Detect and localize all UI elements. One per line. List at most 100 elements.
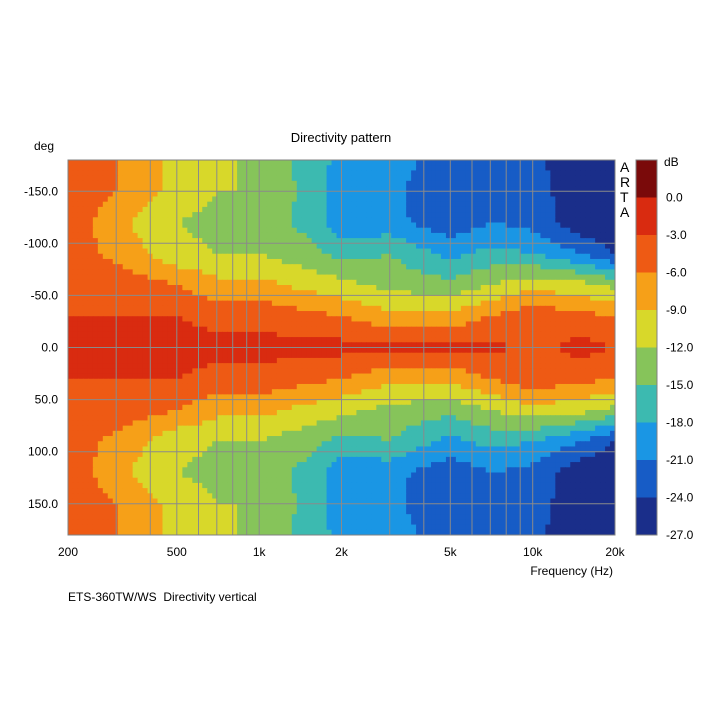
heatmap-cell [381, 342, 387, 349]
heatmap-cell [605, 342, 611, 349]
heatmap-cell [555, 243, 561, 250]
heatmap-cell [202, 290, 208, 297]
heatmap-cell [117, 337, 124, 343]
heatmap-cell [142, 331, 149, 338]
heatmap-cell [227, 212, 233, 218]
heatmap-cell [197, 191, 203, 198]
heatmap-cell [177, 160, 183, 166]
heatmap-cell [276, 363, 283, 369]
heatmap-cell [97, 352, 104, 359]
heatmap-cell [416, 243, 422, 250]
heatmap-cell [172, 243, 178, 250]
heatmap-cell [68, 285, 74, 291]
heatmap-cell [540, 206, 546, 213]
heatmap-cell [112, 316, 119, 323]
heatmap-cell [326, 290, 333, 297]
heatmap-cell [505, 243, 512, 250]
heatmap-cell [152, 383, 159, 390]
heatmap-cell [550, 337, 556, 343]
heatmap-cell [351, 347, 358, 354]
heatmap-cell [286, 285, 293, 291]
heatmap-cell [465, 269, 472, 276]
heatmap-cell [565, 170, 571, 177]
heatmap-cell [341, 248, 348, 255]
heatmap-cell [510, 373, 517, 380]
heatmap-cell [251, 175, 258, 182]
heatmap-cell [107, 206, 114, 213]
heatmap-cell [480, 389, 487, 395]
heatmap-cell [266, 279, 273, 286]
heatmap-cell [261, 337, 268, 343]
heatmap-cell [162, 337, 169, 343]
heatmap-cell [600, 321, 606, 328]
heatmap-cell [590, 342, 596, 349]
heatmap-cell [152, 196, 159, 203]
heatmap-cell [227, 378, 233, 385]
heatmap-cell [555, 331, 561, 338]
heatmap-cell [127, 206, 134, 213]
heatmap-cell [197, 331, 203, 338]
heatmap-cell [237, 300, 243, 307]
heatmap-cell [376, 160, 382, 166]
heatmap-cell [77, 238, 84, 244]
heatmap-cell [411, 357, 417, 364]
heatmap-cell [271, 363, 278, 369]
heatmap-cell [97, 295, 104, 302]
heatmap-cell [256, 290, 263, 297]
heatmap-cell [261, 285, 268, 291]
heatmap-cell [465, 373, 472, 380]
heatmap-cell [326, 180, 333, 187]
heatmap-cell [575, 243, 581, 250]
heatmap-cell [560, 378, 566, 385]
heatmap-cell [605, 217, 611, 224]
heatmap-cell [450, 253, 457, 260]
heatmap-cell [222, 337, 228, 343]
heatmap-cell [72, 212, 79, 218]
heatmap-cell [336, 342, 343, 349]
heatmap-cell [435, 227, 442, 234]
heatmap-cell [92, 243, 99, 250]
heatmap-cell [550, 279, 556, 286]
heatmap-cell [291, 222, 298, 229]
heatmap-cell [366, 160, 372, 166]
heatmap-cell [132, 285, 139, 291]
heatmap-cell [306, 285, 313, 291]
heatmap-cell [291, 373, 298, 380]
heatmap-cell [356, 316, 362, 323]
heatmap-cell [311, 352, 318, 359]
heatmap-cell [316, 191, 323, 198]
heatmap-cell [152, 394, 159, 401]
heatmap-cell [600, 363, 606, 369]
heatmap-cell [381, 311, 387, 317]
heatmap-cell [331, 165, 338, 172]
heatmap-cell [217, 258, 223, 265]
heatmap-cell [212, 243, 218, 250]
heatmap-cell [162, 180, 169, 187]
heatmap-cell [560, 305, 566, 312]
heatmap-cell [366, 258, 372, 265]
heatmap-cell [92, 368, 99, 375]
heatmap-cell [575, 378, 581, 385]
heatmap-cell [570, 378, 576, 385]
heatmap-cell [97, 206, 104, 213]
heatmap-cell [530, 378, 537, 385]
heatmap-cell [276, 180, 283, 187]
heatmap-cell [242, 201, 248, 208]
heatmap-cell [445, 378, 452, 385]
heatmap-cell [321, 165, 328, 172]
heatmap-cell [112, 311, 119, 317]
heatmap-cell [291, 238, 298, 244]
heatmap-cell [97, 357, 104, 364]
heatmap-cell [187, 175, 193, 182]
heatmap-cell [286, 222, 293, 229]
heatmap-cell [590, 347, 596, 354]
heatmap-cell [361, 206, 367, 213]
heatmap-cell [296, 253, 303, 260]
heatmap-cell [142, 389, 149, 395]
heatmap-cell [301, 217, 308, 224]
heatmap-cell [585, 222, 591, 229]
heatmap-cell [500, 201, 507, 208]
heatmap-cell [600, 337, 606, 343]
heatmap-cell [406, 253, 412, 260]
heatmap-cell [525, 373, 532, 380]
